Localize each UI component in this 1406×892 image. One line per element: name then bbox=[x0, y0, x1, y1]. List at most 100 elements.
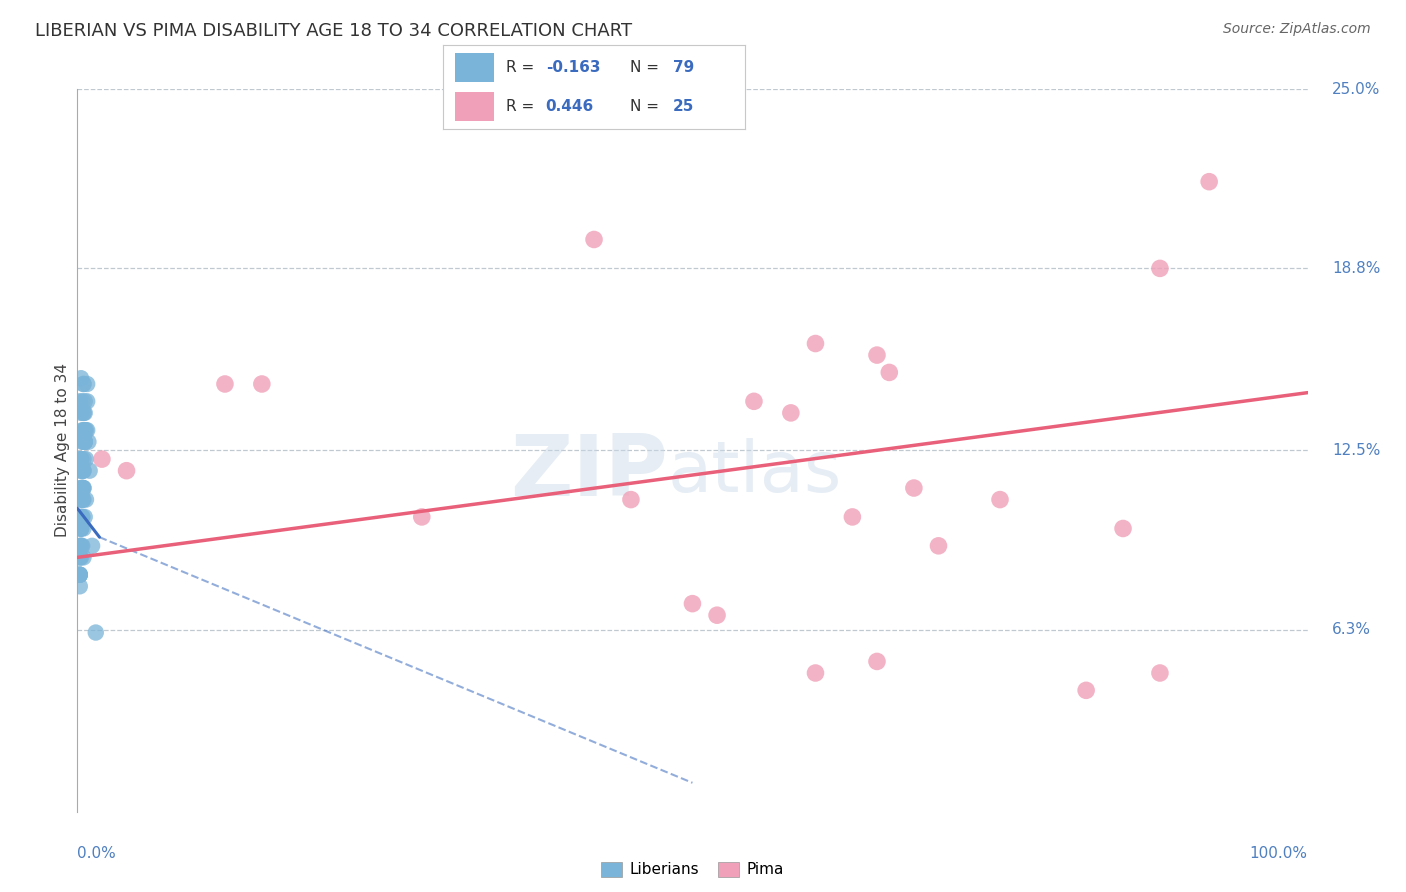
Text: atlas: atlas bbox=[668, 438, 842, 507]
Point bbox=[72, 423, 94, 437]
Point bbox=[72, 376, 94, 391]
Y-axis label: Disability Age 18 to 34: Disability Age 18 to 34 bbox=[55, 363, 70, 538]
Point bbox=[70, 481, 93, 495]
Point bbox=[75, 423, 97, 437]
Point bbox=[866, 348, 889, 362]
Point bbox=[70, 521, 93, 535]
Point bbox=[76, 376, 98, 391]
Text: 18.8%: 18.8% bbox=[1333, 260, 1381, 276]
Point bbox=[72, 376, 94, 391]
Point bbox=[72, 492, 94, 507]
Point bbox=[72, 406, 94, 420]
Point bbox=[84, 625, 107, 640]
Text: N =: N = bbox=[630, 60, 664, 75]
Point bbox=[79, 464, 101, 478]
Point bbox=[70, 481, 93, 495]
Point bbox=[682, 597, 704, 611]
Point bbox=[70, 539, 93, 553]
Point bbox=[70, 371, 93, 385]
Point bbox=[928, 539, 950, 553]
Legend: Liberians, Pima: Liberians, Pima bbox=[595, 855, 790, 884]
Point bbox=[70, 464, 93, 478]
Point bbox=[804, 336, 827, 351]
Point bbox=[70, 464, 93, 478]
Point bbox=[620, 492, 643, 507]
Point bbox=[76, 423, 98, 437]
Point bbox=[69, 394, 91, 409]
Point bbox=[72, 406, 94, 420]
Point bbox=[70, 539, 93, 553]
Point bbox=[73, 434, 96, 449]
Point bbox=[72, 481, 94, 495]
Text: 25: 25 bbox=[672, 99, 695, 114]
Point bbox=[73, 406, 96, 420]
Point bbox=[76, 394, 98, 409]
Point bbox=[77, 434, 100, 449]
Text: 0.0%: 0.0% bbox=[77, 847, 117, 862]
Point bbox=[70, 492, 93, 507]
Point bbox=[73, 434, 96, 449]
Text: Source: ZipAtlas.com: Source: ZipAtlas.com bbox=[1223, 22, 1371, 37]
Text: ZIP: ZIP bbox=[510, 431, 668, 514]
Point bbox=[69, 550, 91, 565]
Point bbox=[70, 492, 93, 507]
Point bbox=[69, 550, 91, 565]
Point bbox=[69, 567, 91, 582]
Text: 6.3%: 6.3% bbox=[1333, 622, 1371, 637]
Point bbox=[73, 510, 96, 524]
Point bbox=[73, 423, 96, 437]
Point bbox=[69, 539, 91, 553]
Point bbox=[73, 394, 96, 409]
Point bbox=[70, 492, 93, 507]
Point bbox=[72, 452, 94, 467]
Point bbox=[70, 423, 93, 437]
Point bbox=[70, 481, 93, 495]
Point bbox=[69, 567, 91, 582]
Point bbox=[583, 232, 606, 246]
Bar bbox=[456, 92, 495, 120]
Point bbox=[706, 608, 728, 623]
Point bbox=[70, 464, 93, 478]
Point bbox=[69, 464, 91, 478]
Point bbox=[1198, 175, 1220, 189]
Point bbox=[70, 452, 93, 467]
Point bbox=[70, 452, 93, 467]
Point bbox=[70, 492, 93, 507]
Point bbox=[69, 521, 91, 535]
Point bbox=[1076, 683, 1098, 698]
Point bbox=[988, 492, 1011, 507]
Point bbox=[70, 539, 93, 553]
Point bbox=[72, 464, 94, 478]
Point bbox=[72, 521, 94, 535]
Point bbox=[879, 366, 901, 380]
Text: 100.0%: 100.0% bbox=[1250, 847, 1308, 862]
Point bbox=[70, 394, 93, 409]
Point bbox=[70, 481, 93, 495]
Point bbox=[70, 550, 93, 565]
Point bbox=[903, 481, 925, 495]
Point bbox=[866, 655, 889, 669]
Point bbox=[70, 492, 93, 507]
Point bbox=[70, 521, 93, 535]
Point bbox=[70, 510, 93, 524]
Point bbox=[70, 406, 93, 420]
Point bbox=[73, 423, 96, 437]
Point bbox=[841, 510, 863, 524]
Point bbox=[1149, 261, 1171, 276]
Point bbox=[69, 579, 91, 593]
Point bbox=[214, 376, 236, 391]
Point bbox=[804, 665, 827, 680]
Point bbox=[75, 492, 97, 507]
Text: 0.446: 0.446 bbox=[546, 99, 593, 114]
Point bbox=[70, 510, 93, 524]
Text: R =: R = bbox=[506, 60, 540, 75]
Point bbox=[70, 452, 93, 467]
Point bbox=[70, 510, 93, 524]
Point bbox=[90, 452, 114, 467]
Point bbox=[72, 550, 94, 565]
Text: 25.0%: 25.0% bbox=[1333, 82, 1381, 96]
Point bbox=[70, 510, 93, 524]
Text: -0.163: -0.163 bbox=[546, 60, 600, 75]
Point bbox=[780, 406, 803, 420]
Point bbox=[70, 434, 93, 449]
